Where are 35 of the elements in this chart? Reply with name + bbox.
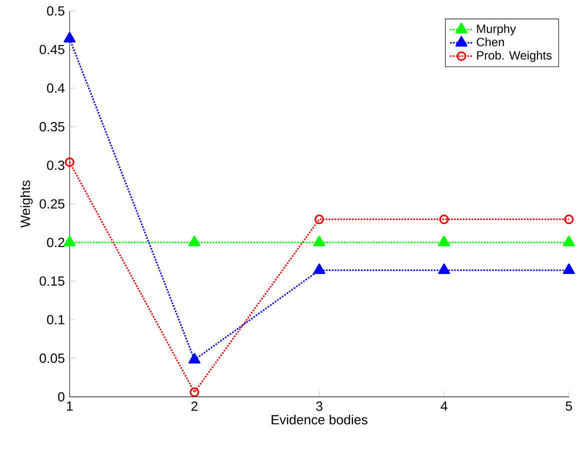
- x-tick-label: 1: [66, 402, 73, 411]
- legend-label: Murphy: [477, 24, 516, 36]
- y-axis-title: Weights: [20, 180, 33, 228]
- legend-label: Prob. Weights: [477, 51, 552, 62]
- x-axis-title: Evidence bodies: [272, 414, 368, 425]
- y-tick-label: 0.1: [47, 315, 64, 325]
- point: [438, 236, 450, 246]
- point: [439, 214, 449, 224]
- y-tick-label: 0.4: [47, 84, 65, 94]
- point: [313, 236, 326, 246]
- point: [64, 158, 74, 168]
- point: [313, 264, 326, 274]
- y-tick-label: 0.45: [40, 45, 64, 54]
- x-tick-label: 2: [191, 402, 198, 412]
- y-tick-label: 0: [58, 392, 64, 402]
- x-tick-label: 3: [316, 402, 322, 412]
- legend-label: Chen: [476, 38, 504, 47]
- y-tick-label: 0.2: [47, 238, 64, 248]
- point: [438, 264, 450, 274]
- y-tick-label: 0.05: [40, 354, 64, 364]
- y-tick-label: 0.5: [47, 6, 64, 16]
- point: [188, 353, 200, 364]
- y-tick-label: 0.35: [40, 122, 64, 132]
- point: [64, 236, 76, 246]
- point: [64, 32, 76, 43]
- point: [188, 236, 200, 246]
- y-tick-label: 0.15: [40, 276, 64, 286]
- x-tick-label: 4: [440, 402, 448, 411]
- y-tick-label: 0.25: [40, 199, 64, 209]
- point: [564, 214, 574, 224]
- x-tick-label: 5: [566, 402, 572, 411]
- point: [562, 236, 575, 246]
- point: [562, 264, 575, 274]
- point: [314, 214, 324, 224]
- y-tick-label: 0.3: [47, 160, 64, 170]
